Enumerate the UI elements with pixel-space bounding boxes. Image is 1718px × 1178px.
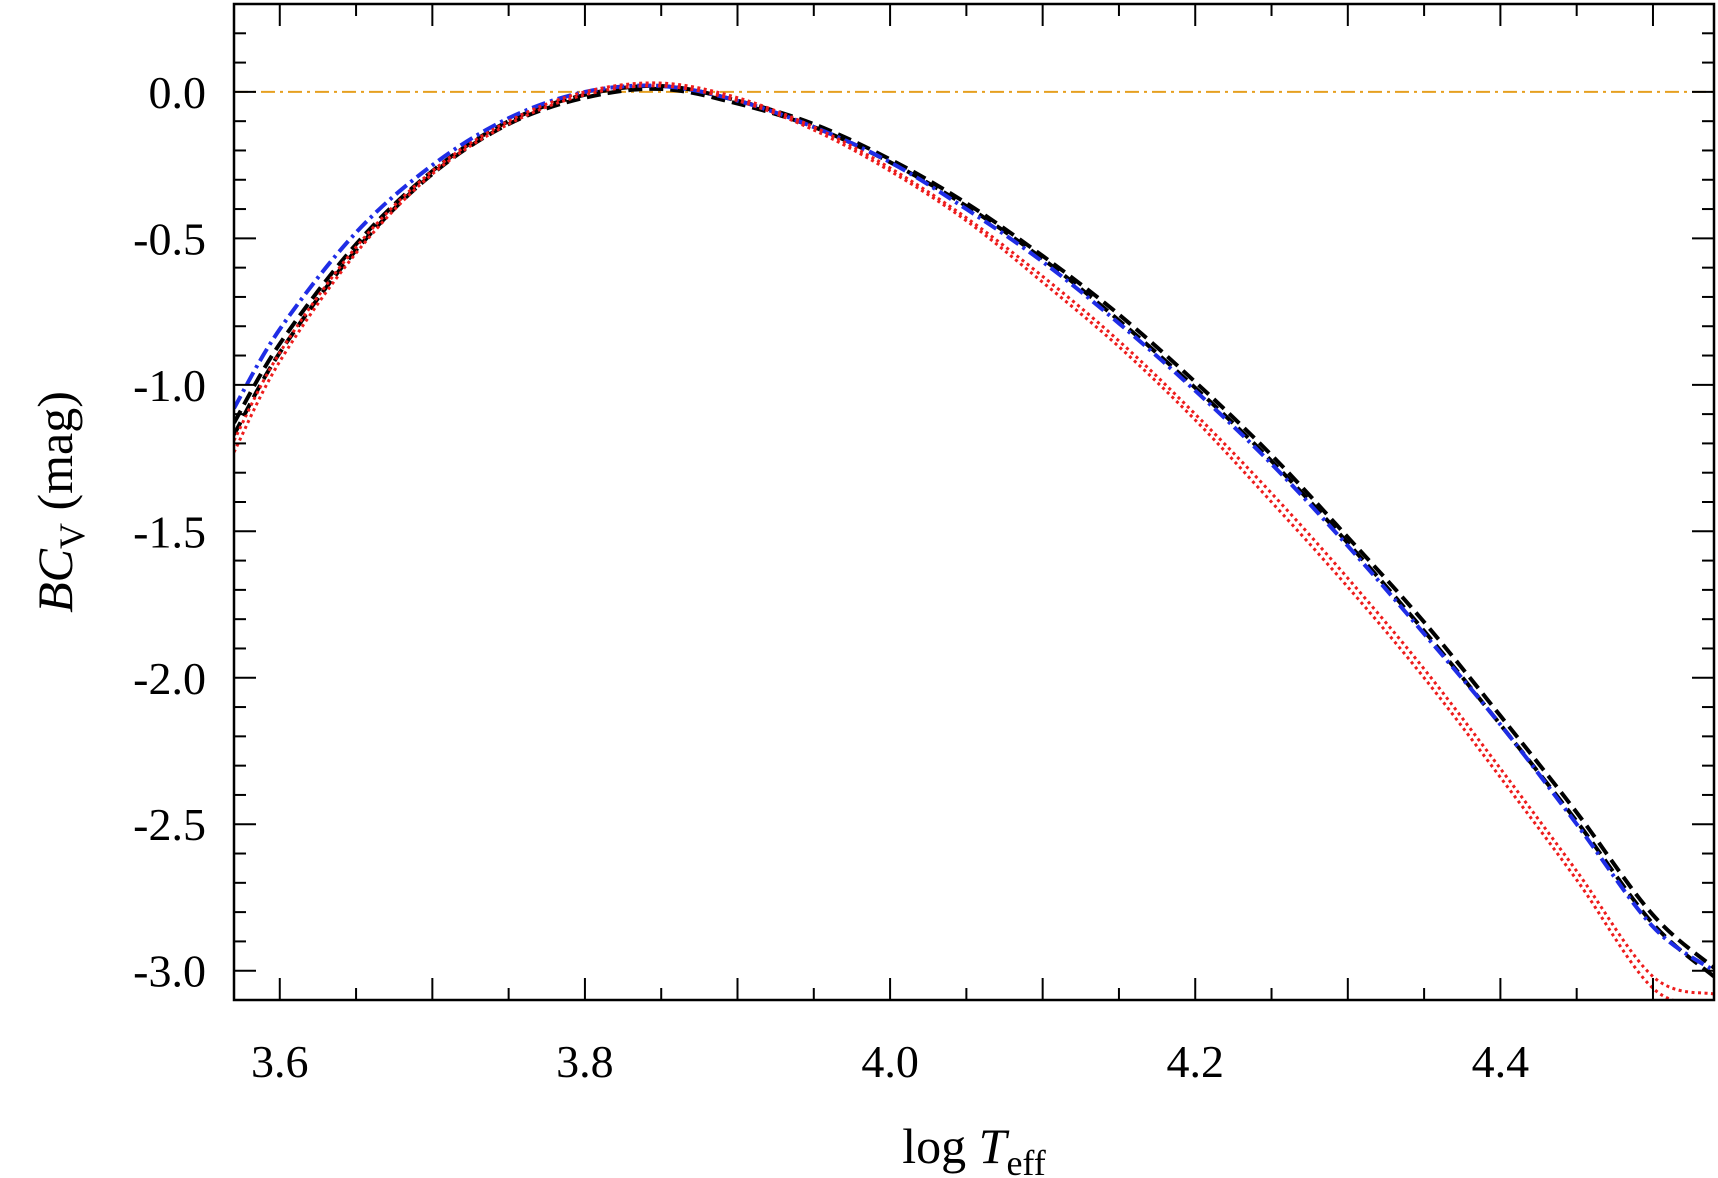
- series-line-3: [234, 83, 1714, 973]
- y-tick-label: -1.5: [133, 506, 206, 557]
- series-line-5: [234, 84, 1677, 1000]
- plot-frame: [232, 2, 1716, 1002]
- y-tick-label: -1.0: [133, 360, 206, 411]
- x-tick-label: 4.2: [1166, 1036, 1224, 1087]
- y-tick-label: -0.5: [133, 213, 206, 264]
- y-tick-label: 0.0: [149, 67, 207, 118]
- x-axis-title: log Teff: [902, 1118, 1046, 1178]
- x-tick-label: 4.0: [861, 1036, 919, 1087]
- y-axis-title: BCV (mag): [27, 391, 92, 613]
- series-line-1: [234, 83, 1714, 970]
- y-tick-label: -3.0: [133, 946, 206, 997]
- series-layer: [234, 81, 1714, 1000]
- y-tick-label: -2.0: [133, 653, 206, 704]
- y-tick-label: -2.5: [133, 799, 206, 850]
- series-line-4: [234, 81, 1714, 996]
- x-tick-label: 3.6: [251, 1036, 309, 1087]
- x-tick-label: 4.4: [1472, 1036, 1530, 1087]
- series-line-2: [234, 86, 1714, 979]
- tick-labels: 3.6 3.8 4.0 4.2 4.4 0.0 -0.5 -1.0 -1.5 -2.0 -2.5 -3…: [133, 67, 1529, 1087]
- x-tick-label: 3.8: [556, 1036, 614, 1087]
